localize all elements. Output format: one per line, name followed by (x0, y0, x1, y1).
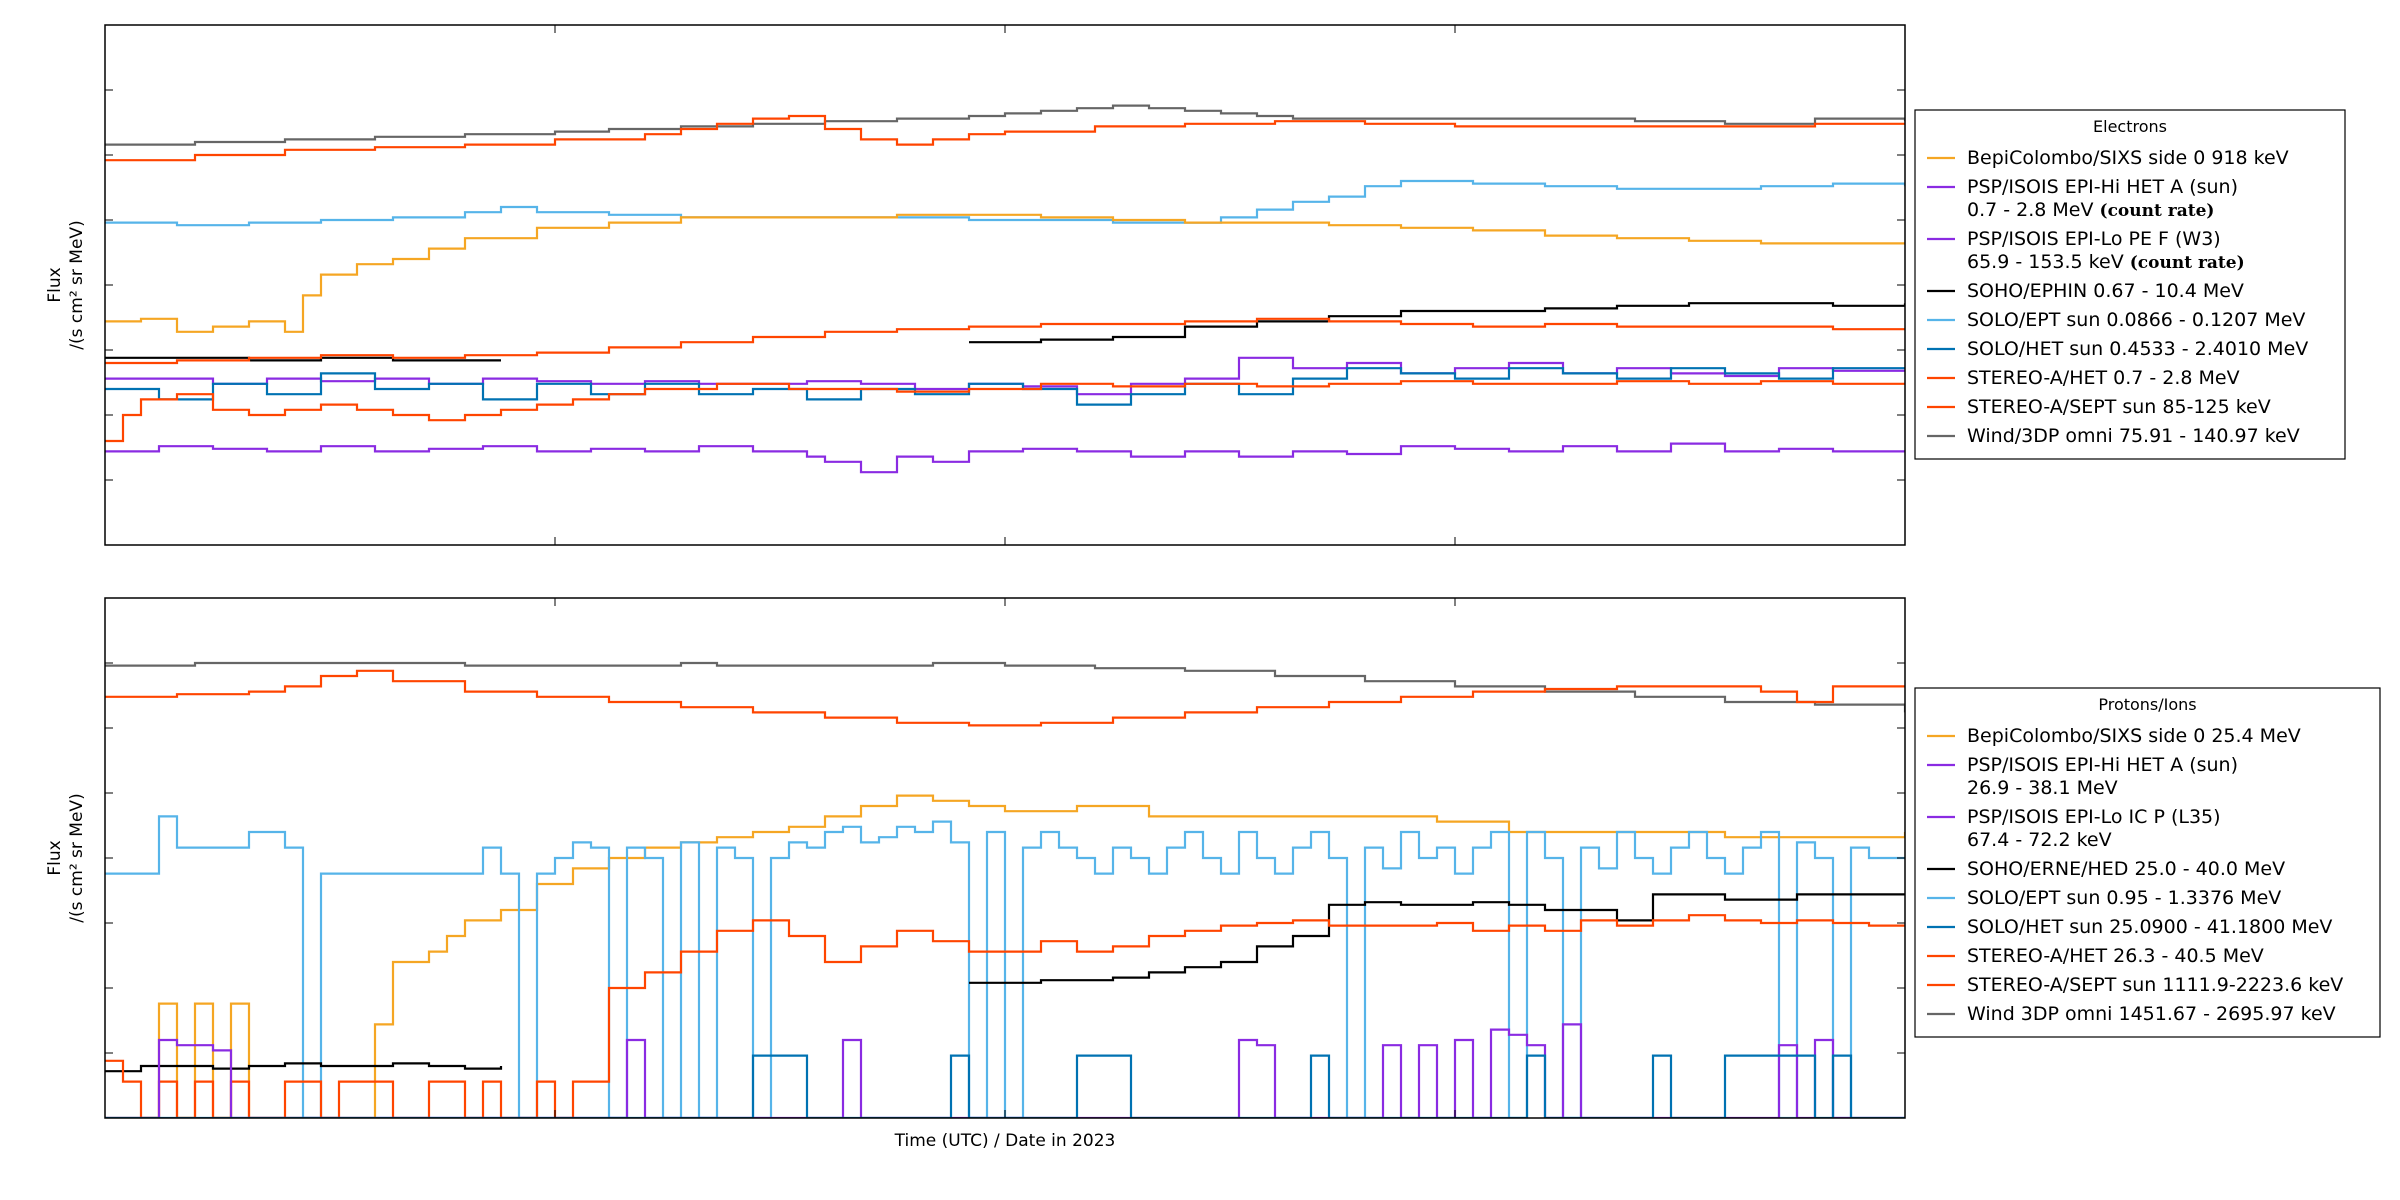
legend: Protons/Ions BepiColombo/SIXS side 0 25.4… (1914, 687, 2381, 1038)
x-axis-label: Time (UTC) / Date in 2023 (894, 1131, 1116, 1151)
y-axis-label: Flux/(s cm² sr MeV) (45, 220, 87, 349)
ticks (104, 24, 1906, 546)
legend-sublabel: 67.4 - 72.2 keV (1967, 829, 2112, 851)
panel-2: Flux/(s cm² sr MeV) Time (UTC) / Date in … (45, 597, 2381, 1151)
legend-item: SOLO/HET sun 25.0900 - 41.1800 MeV (1927, 916, 2332, 938)
legend-label: Wind 3DP omni 1451.67 - 2695.97 keV (1967, 1003, 2336, 1025)
series-line-6 (969, 893, 1905, 984)
legend-box (1914, 687, 2381, 1038)
legend-label: PSP/ISOIS EPI-Lo PE F (W3) (1967, 228, 2221, 250)
legend-item: PSP/ISOIS EPI-Hi HET A (sun)26.9 - 38.1 … (1927, 754, 2238, 799)
legend-item: BepiColombo/SIXS side 0 25.4 MeV (1927, 725, 2301, 747)
legend: Electrons BepiColombo/SIXS side 0 918 keV… (1914, 109, 2346, 460)
legend-label: Wind/3DP omni 75.91 - 140.97 keV (1967, 425, 2300, 447)
series-line-7 (105, 914, 1905, 1118)
series-line-11 (105, 442, 1905, 474)
y-axis-label-line: Flux (45, 840, 65, 875)
y-axis-label-line: /(s cm² sr MeV) (67, 220, 87, 349)
series-line-9 (105, 367, 1905, 406)
legend-label: BepiColombo/SIXS side 0 918 keV (1967, 147, 2289, 169)
legend-item: STEREO-A/SEPT sun 1111.9-2223.6 keV (1927, 974, 2343, 996)
legend-item: SOHO/EPHIN 0.67 - 10.4 MeV (1927, 280, 2244, 302)
legend-item: SOHO/ERNE/HED 25.0 - 40.0 MeV (1927, 858, 2285, 880)
series-line-7 (105, 317, 1905, 365)
series-line-6 (969, 302, 1905, 344)
series-line-4 (105, 213, 1905, 333)
legend-item: BepiColombo/SIXS side 0 918 keV (1927, 147, 2289, 169)
series-line-1 (105, 661, 1905, 713)
y-axis-label: Flux/(s cm² sr MeV) (45, 793, 87, 922)
series-line-10 (105, 380, 1905, 443)
panel-1: Flux/(s cm² sr MeV) Electrons BepiColombo/… (45, 24, 2346, 546)
legend-label: PSP/ISOIS EPI-Hi HET A (sun) (1967, 176, 2238, 198)
ticks (104, 597, 1906, 1119)
legend-label: STEREO-A/HET 26.3 - 40.5 MeV (1967, 945, 2264, 967)
legend-label: PSP/ISOIS EPI-Hi HET A (sun) (1967, 754, 2238, 776)
legend-box (1914, 109, 2346, 460)
legend-label: STEREO-A/SEPT sun 1111.9-2223.6 keV (1967, 974, 2343, 996)
series-line-2 (105, 114, 1905, 162)
series-line-1 (105, 104, 1905, 146)
legend-label: SOLO/HET sun 25.0900 - 41.1800 MeV (1967, 916, 2332, 938)
legend-title: Electrons (2093, 117, 2167, 136)
legend-item: STEREO-A/HET 0.7 - 2.8 MeV (1927, 367, 2240, 389)
legend-item: PSP/ISOIS EPI-Lo IC P (L35)67.4 - 72.2 k… (1927, 806, 2221, 851)
legend-item: STEREO-A/HET 26.3 - 40.5 MeV (1927, 945, 2264, 967)
series-line-2 (105, 669, 1905, 727)
legend-sublabel: 26.9 - 38.1 MeV (1967, 777, 2118, 799)
legend-sublabel: 65.9 - 153.5 keV (count rate) (1967, 251, 2245, 273)
legend-item: SOLO/EPT sun 0.0866 - 0.1207 MeV (1927, 309, 2305, 331)
series-group (105, 661, 1905, 1118)
legend-label: SOLO/EPT sun 0.0866 - 0.1207 MeV (1967, 309, 2305, 331)
series-line-5 (105, 356, 501, 362)
legend-item: SOLO/EPT sun 0.95 - 1.3376 MeV (1927, 887, 2281, 909)
series-line-5 (105, 1062, 503, 1073)
series-line-4 (105, 815, 1905, 1118)
legend-label: BepiColombo/SIXS side 0 25.4 MeV (1967, 725, 2301, 747)
legend-label: PSP/ISOIS EPI-Lo IC P (L35) (1967, 806, 2221, 828)
legend-sublabel-text: 0.7 - 2.8 MeV (1967, 199, 2100, 221)
legend-item: Wind/3DP omni 75.91 - 140.97 keV (1927, 425, 2300, 447)
legend-item: PSP/ISOIS EPI-Hi HET A (sun)0.7 - 2.8 Me… (1927, 176, 2238, 221)
series-line-3 (105, 179, 1905, 227)
legend-sublabel: 0.7 - 2.8 MeV (count rate) (1967, 199, 2214, 221)
legend-label: SOLO/EPT sun 0.95 - 1.3376 MeV (1967, 887, 2281, 909)
legend-suffix: (count rate) (2130, 253, 2245, 273)
y-axis-label-line: Flux (45, 267, 65, 302)
series-line-8 (105, 1023, 1905, 1118)
legend-label: STEREO-A/HET 0.7 - 2.8 MeV (1967, 367, 2240, 389)
plot-frame (104, 24, 1906, 546)
legend-suffix: (count rate) (2100, 201, 2215, 221)
legend-label: SOLO/HET sun 0.4533 - 2.4010 MeV (1967, 338, 2308, 360)
legend-item: STEREO-A/SEPT sun 85-125 keV (1927, 396, 2271, 418)
legend-label: SOHO/EPHIN 0.67 - 10.4 MeV (1967, 280, 2244, 302)
legend-sublabel-text: 65.9 - 153.5 keV (1967, 251, 2130, 273)
series-group (105, 104, 1905, 474)
legend-sublabel-text: 67.4 - 72.2 keV (1967, 829, 2112, 851)
legend-item: SOLO/HET sun 0.4533 - 2.4010 MeV (1927, 338, 2308, 360)
legend-label: STEREO-A/SEPT sun 85-125 keV (1967, 396, 2271, 418)
y-axis-label-line: /(s cm² sr MeV) (67, 793, 87, 922)
legend-item: PSP/ISOIS EPI-Lo PE F (W3)65.9 - 153.5 k… (1927, 228, 2245, 273)
series-line-9 (105, 1054, 1905, 1118)
legend-title: Protons/Ions (2098, 695, 2196, 714)
legend-sublabel-text: 26.9 - 38.1 MeV (1967, 777, 2118, 799)
legend-item: Wind 3DP omni 1451.67 - 2695.97 keV (1927, 1003, 2336, 1025)
legend-label: SOHO/ERNE/HED 25.0 - 40.0 MeV (1967, 858, 2285, 880)
